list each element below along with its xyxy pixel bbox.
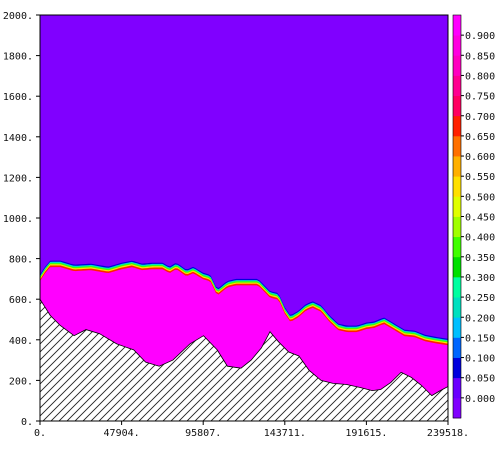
x-tick-label: 239518.	[427, 428, 469, 439]
colorbar-swatch	[453, 317, 461, 338]
colorbar-swatch	[453, 397, 461, 419]
colorbar-label: 0.000	[465, 394, 495, 405]
x-tick-label: 143711.	[264, 428, 306, 439]
x-tick-label: 0.	[34, 428, 46, 439]
y-tick-label: 600.	[9, 295, 33, 306]
colorbar-swatch	[453, 95, 461, 117]
band-core	[40, 267, 448, 404]
colorbar-label: 0.100	[465, 354, 495, 365]
colorbar-swatch	[453, 135, 461, 157]
colorbar-swatch	[453, 256, 461, 278]
colorbar-label: 0.900	[465, 31, 495, 42]
y-tick-label: 1000.	[3, 214, 33, 225]
y-tick-label: 2000.	[3, 11, 33, 22]
colorbar-swatch	[453, 236, 461, 258]
y-tick-label: 800.	[9, 255, 33, 266]
colorbar-label: 0.200	[465, 313, 495, 324]
plot-area	[39, 14, 449, 422]
colorbar-swatch	[453, 156, 461, 177]
colorbar-label: 0.700	[465, 112, 495, 123]
colorbar-label: 0.050	[465, 374, 495, 385]
colorbar-swatch	[453, 15, 461, 36]
colorbar-label: 0.250	[465, 293, 495, 304]
x-tick-label: 191615.	[345, 428, 387, 439]
colorbar-label: 0.800	[465, 71, 495, 82]
y-tick-label: 1800.	[3, 52, 33, 63]
colorbar-swatch	[453, 216, 461, 238]
colorbar-label: 0.450	[465, 213, 495, 224]
colorbar-label: 0.300	[465, 273, 495, 284]
y-tick-label: 1400.	[3, 133, 33, 144]
colorbar-label: 0.600	[465, 152, 495, 163]
y-tick-label: 1600.	[3, 92, 33, 103]
colorbar-label: 0.400	[465, 233, 495, 244]
x-axis: 0. 47904. 95807. 143711. 191615. 239518.	[34, 421, 469, 439]
y-tick-label: 1200.	[3, 173, 33, 184]
colorbar-swatch	[453, 357, 461, 379]
colorbar-swatch	[453, 276, 461, 298]
x-tick-label: 47904.	[104, 428, 140, 439]
colorbar-label: 0.550	[465, 172, 495, 183]
y-tick-label: 400.	[9, 336, 33, 347]
colorbar-label: 0.500	[465, 192, 495, 203]
colorbar-swatch	[453, 75, 461, 96]
colorbar-label: 0.850	[465, 51, 495, 62]
colorbar-label: 0.350	[465, 253, 495, 264]
colorbar-swatch	[453, 297, 461, 318]
colorbar-swatch	[453, 35, 461, 56]
colorbar-label: 0.650	[465, 132, 495, 143]
x-tick-label: 95807.	[185, 428, 221, 439]
colorbar-label: 0.750	[465, 92, 495, 103]
y-tick-label: 200.	[9, 376, 33, 387]
colorbar-label: 0.150	[465, 333, 495, 344]
colorbar-swatch	[453, 377, 461, 399]
colorbar-swatch	[453, 55, 461, 76]
colorbar-swatch	[453, 115, 461, 137]
value-field	[40, 260, 448, 404]
colorbar-swatch	[453, 176, 461, 197]
y-axis: 0. 200. 400. 600. 800. 1000. 1200. 1400. 1600. 18…	[3, 11, 40, 428]
colorbar-swatch	[453, 337, 461, 358]
terrain-hatched	[39, 297, 449, 422]
colorbar: 0.000 0.050 0.100 0.150 0.200 0.250 0.300 0.350…	[452, 14, 495, 419]
colorbar-swatch	[453, 196, 461, 217]
y-tick-label: 0.	[21, 417, 33, 428]
